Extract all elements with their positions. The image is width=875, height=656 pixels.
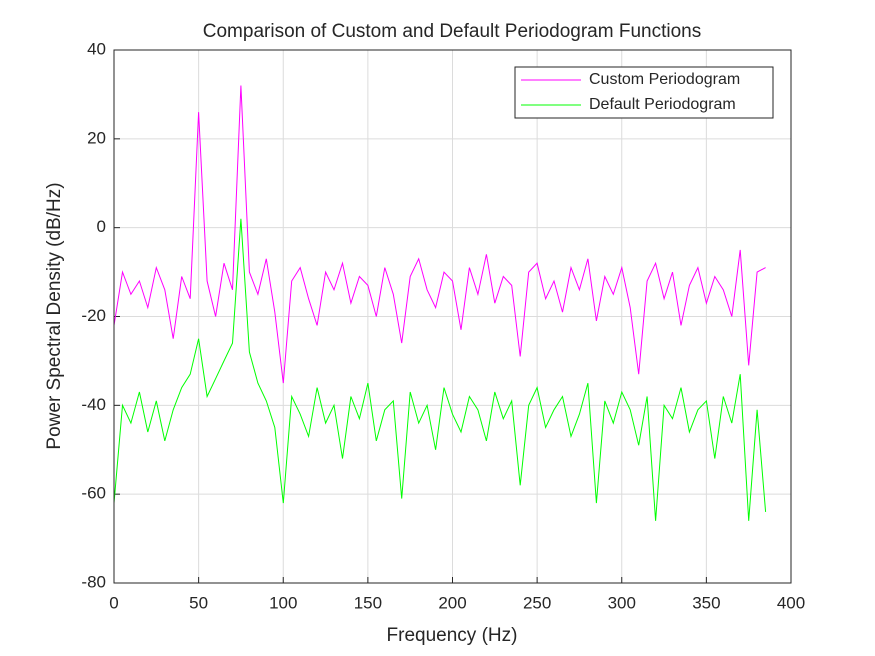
y-tick-label: -40 <box>81 395 106 414</box>
y-tick-label: -80 <box>81 572 106 591</box>
data-line <box>113 218 767 521</box>
x-tick-label: 100 <box>269 593 297 612</box>
x-axis-label: Frequency (Hz) <box>387 625 518 646</box>
y-tick-label: 0 <box>97 217 106 236</box>
y-tick-label: 40 <box>87 39 106 58</box>
legend-label: Custom Periodogram <box>589 71 740 88</box>
x-tick-label: 0 <box>109 593 118 612</box>
x-tick-label: 300 <box>608 593 636 612</box>
x-tick-label: 150 <box>354 593 382 612</box>
x-tick-label: 400 <box>777 593 805 612</box>
x-tick-label: 50 <box>189 593 208 612</box>
y-tick-label: 20 <box>87 128 106 147</box>
legend-label: Default Periodogram <box>589 96 736 113</box>
chart-title: Comparison of Custom and Default Periodo… <box>203 21 701 42</box>
x-tick-label: 200 <box>438 593 466 612</box>
x-tick-label: 350 <box>692 593 720 612</box>
legend-box <box>514 66 774 119</box>
plot-frame <box>113 49 792 584</box>
x-tick-label: 250 <box>523 593 551 612</box>
y-tick-label: -60 <box>81 484 106 503</box>
y-tick-label: -20 <box>81 306 106 325</box>
data-line <box>113 85 766 384</box>
y-axis-label: Power Spectral Density (dB/Hz) <box>44 182 65 449</box>
